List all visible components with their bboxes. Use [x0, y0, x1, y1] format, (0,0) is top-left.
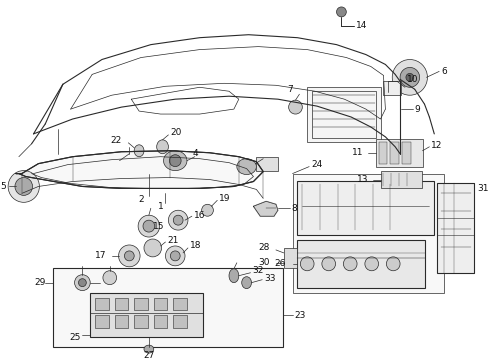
- Ellipse shape: [170, 155, 181, 167]
- Ellipse shape: [119, 245, 140, 267]
- Text: 1: 1: [158, 202, 164, 211]
- Text: 33: 33: [264, 274, 276, 283]
- Bar: [297, 180, 434, 235]
- Ellipse shape: [322, 257, 336, 271]
- Text: 22: 22: [110, 136, 122, 145]
- Bar: [293, 174, 444, 293]
- Text: 29: 29: [34, 278, 45, 287]
- Bar: [95, 315, 109, 328]
- Bar: [437, 184, 474, 273]
- Bar: [173, 297, 187, 310]
- Bar: [256, 157, 278, 171]
- Ellipse shape: [171, 251, 180, 261]
- Ellipse shape: [365, 257, 379, 271]
- Bar: [154, 315, 168, 328]
- Bar: [391, 142, 399, 164]
- Ellipse shape: [237, 159, 256, 175]
- Bar: [95, 297, 109, 310]
- Ellipse shape: [134, 145, 144, 157]
- Bar: [384, 81, 401, 95]
- Text: 9: 9: [415, 105, 420, 114]
- Ellipse shape: [289, 100, 302, 114]
- Bar: [402, 142, 411, 164]
- Text: 32: 32: [252, 266, 264, 275]
- Text: 28: 28: [259, 243, 270, 252]
- Bar: [379, 142, 388, 164]
- Ellipse shape: [387, 257, 400, 271]
- Text: 5: 5: [0, 182, 6, 191]
- Text: 24: 24: [311, 160, 322, 169]
- Ellipse shape: [8, 171, 39, 202]
- Bar: [173, 315, 187, 328]
- Bar: [134, 297, 148, 310]
- Polygon shape: [253, 201, 278, 216]
- Ellipse shape: [202, 204, 213, 216]
- Text: 13: 13: [357, 175, 369, 184]
- Bar: [154, 297, 168, 310]
- Text: 15: 15: [153, 222, 164, 231]
- Ellipse shape: [143, 220, 155, 232]
- Text: 2: 2: [138, 195, 144, 204]
- Text: 14: 14: [356, 21, 368, 30]
- Text: 17: 17: [96, 251, 107, 260]
- Ellipse shape: [229, 269, 239, 283]
- Ellipse shape: [124, 251, 134, 261]
- Text: 10: 10: [407, 75, 418, 84]
- Ellipse shape: [74, 275, 90, 291]
- Ellipse shape: [392, 59, 427, 95]
- Text: 30: 30: [259, 258, 270, 267]
- Bar: [381, 171, 421, 188]
- Bar: [115, 297, 128, 310]
- Ellipse shape: [169, 210, 188, 230]
- Bar: [284, 248, 297, 268]
- Ellipse shape: [144, 345, 154, 353]
- Ellipse shape: [103, 271, 117, 285]
- Text: 19: 19: [219, 194, 231, 203]
- Text: 7: 7: [287, 85, 293, 94]
- Text: 21: 21: [168, 235, 179, 244]
- Bar: [115, 315, 128, 328]
- Bar: [307, 87, 381, 142]
- Polygon shape: [16, 151, 263, 188]
- Ellipse shape: [400, 67, 419, 87]
- Ellipse shape: [78, 279, 86, 287]
- Ellipse shape: [343, 257, 357, 271]
- Bar: [90, 293, 203, 337]
- Text: 16: 16: [194, 211, 205, 220]
- Ellipse shape: [144, 239, 162, 257]
- Bar: [53, 268, 283, 347]
- Bar: [297, 240, 424, 288]
- Bar: [376, 139, 422, 167]
- Text: 4: 4: [193, 149, 198, 158]
- Ellipse shape: [138, 215, 160, 237]
- Ellipse shape: [300, 257, 314, 271]
- Ellipse shape: [173, 215, 183, 225]
- Text: 31: 31: [477, 184, 489, 193]
- Ellipse shape: [242, 277, 251, 289]
- Text: 6: 6: [441, 67, 447, 76]
- Text: 20: 20: [171, 129, 182, 138]
- Ellipse shape: [406, 73, 414, 81]
- Text: 8: 8: [292, 204, 297, 213]
- Text: 18: 18: [190, 242, 201, 251]
- Bar: [312, 91, 376, 138]
- Text: 27: 27: [143, 351, 154, 360]
- Text: 25: 25: [69, 333, 80, 342]
- Text: 26: 26: [274, 259, 286, 268]
- Ellipse shape: [15, 177, 32, 195]
- Ellipse shape: [164, 151, 187, 171]
- Ellipse shape: [166, 246, 185, 266]
- Text: 11: 11: [352, 148, 364, 157]
- Ellipse shape: [157, 140, 169, 154]
- Text: 12: 12: [431, 141, 443, 150]
- Ellipse shape: [337, 7, 346, 17]
- Text: 23: 23: [294, 311, 306, 320]
- Bar: [134, 315, 148, 328]
